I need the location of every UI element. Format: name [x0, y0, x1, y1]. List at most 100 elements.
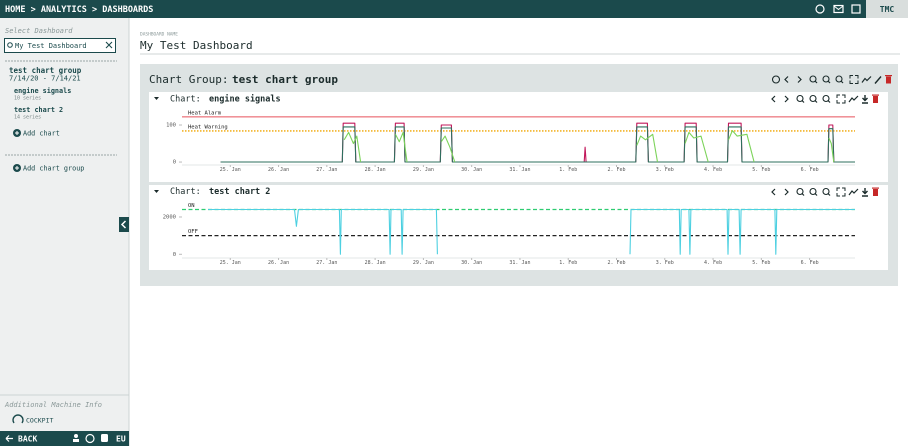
x-tick-label: 26. Jan — [268, 260, 289, 266]
delete-lid — [872, 94, 879, 96]
cockpit-icon — [12, 414, 24, 424]
machine-icon[interactable] — [101, 434, 108, 442]
zoom-icon[interactable] — [809, 94, 817, 103]
zoom-handle — [814, 80, 818, 84]
dashboard-name[interactable]: My Test Dashboard — [140, 39, 253, 52]
trend-icon[interactable] — [848, 188, 859, 196]
chart-prefix: Chart: — [170, 187, 201, 197]
delete-icon[interactable] — [886, 76, 891, 84]
download-icon[interactable] — [862, 188, 868, 197]
series-line — [220, 126, 855, 163]
help-icon[interactable] — [815, 4, 825, 14]
zoom-handle — [801, 193, 805, 196]
user-icon[interactable] — [74, 434, 78, 438]
group-dates: 7/14/20 - 7/14/21 — [9, 75, 81, 83]
fullscreen-icon[interactable] — [849, 75, 859, 84]
trend-icon[interactable] — [848, 95, 859, 103]
region[interactable]: EU — [116, 435, 126, 444]
next-icon[interactable] — [797, 76, 802, 83]
chart-card — [149, 92, 888, 182]
zoom-icon[interactable] — [796, 94, 804, 103]
cockpit[interactable]: COCKPIT — [26, 417, 53, 425]
back-arrow — [5, 435, 13, 442]
back[interactable]: BACK — [18, 435, 37, 444]
breadcrumb[interactable]: HOME > ANALYTICS > DASHBOARDS — [5, 5, 153, 15]
clear-icon[interactable] — [105, 41, 113, 49]
pause-icon[interactable] — [771, 75, 781, 84]
zoom-icon[interactable] — [822, 94, 830, 103]
x-tick-label: 31. Jan — [509, 167, 530, 173]
prev-icon[interactable] — [784, 76, 789, 83]
x-tick-label: 25. Jan — [220, 260, 241, 266]
series-line — [343, 130, 835, 163]
add-chart[interactable]: Add chart — [23, 130, 60, 138]
chart-prefix: Chart: — [170, 95, 201, 105]
zoom-handle — [840, 80, 844, 84]
zoom-icon[interactable] — [809, 75, 817, 83]
threshold-label: OFF — [188, 229, 198, 235]
next-icon[interactable] — [784, 188, 789, 196]
x-tick-label: 29. Jan — [413, 260, 434, 266]
x-tick-label: 29. Jan — [413, 167, 434, 173]
mail-flap — [833, 5, 844, 11]
group-prefix: Chart Group: — [149, 73, 228, 86]
collapse-arrow — [120, 220, 127, 229]
group-name[interactable]: test chart group — [9, 66, 82, 75]
search-box[interactable] — [4, 38, 116, 53]
zoom-handle — [814, 100, 818, 103]
zoom-icon[interactable] — [822, 187, 830, 196]
x-tick-label: 28. Jan — [365, 260, 386, 266]
x-tick-label: 26. Jan — [268, 167, 289, 173]
x-tick-label: 4. Feb — [704, 167, 722, 173]
x-tick-label: 27. Jan — [316, 167, 337, 173]
y-tick-label: 100 — [166, 123, 176, 129]
x-tick-label: 30. Jan — [461, 167, 482, 173]
collapse-caret[interactable] — [154, 97, 159, 100]
select-label: Select Dashboard — [5, 27, 73, 35]
user[interactable]: TMC — [880, 5, 895, 14]
x-tick-label: 2. Feb — [607, 167, 625, 173]
zoom-icon[interactable] — [809, 187, 817, 196]
search-value[interactable]: My Test Dashboard — [15, 42, 87, 50]
chart-link[interactable]: engine signals — [14, 87, 71, 95]
logout-icon[interactable] — [851, 4, 861, 14]
zoom-icon[interactable] — [822, 75, 830, 83]
x-tick-label: 28. Jan — [365, 167, 386, 173]
zoom-handle — [827, 100, 831, 103]
plus — [15, 131, 19, 135]
additional-info: Additional Machine Info — [4, 401, 102, 409]
sidebar — [0, 18, 129, 431]
delete-icon[interactable] — [873, 96, 878, 103]
x-tick-label: 31. Jan — [509, 260, 530, 266]
x-tick-label: 3. Feb — [656, 167, 674, 173]
x-tick-label: 30. Jan — [461, 260, 482, 266]
prev-icon[interactable] — [771, 188, 776, 196]
add-group[interactable]: Add chart group — [23, 165, 84, 173]
globe-icon[interactable] — [85, 433, 95, 444]
download-icon[interactable] — [862, 95, 868, 104]
series-count: 10 series — [14, 96, 41, 102]
fullscreen-icon[interactable] — [836, 94, 846, 104]
delete-lid — [885, 75, 892, 77]
dashboard-name-label: DASHBOARD NAME — [140, 32, 178, 38]
x-tick-label: 2. Feb — [607, 260, 625, 266]
zoom-icon[interactable] — [796, 187, 804, 196]
edit-icon[interactable] — [874, 76, 882, 84]
next-icon[interactable] — [784, 95, 789, 103]
collapse-caret[interactable] — [154, 190, 159, 193]
delete-icon[interactable] — [873, 189, 878, 196]
collapse-tab[interactable] — [119, 217, 129, 232]
zoom-handle — [801, 100, 805, 103]
zoom-icon[interactable] — [835, 75, 843, 83]
prev-icon[interactable] — [771, 95, 776, 103]
fullscreen-icon[interactable] — [836, 187, 846, 197]
zoom-handle — [827, 80, 831, 84]
x-tick-label: 6. Feb — [801, 260, 819, 266]
bottom-bar — [0, 431, 129, 446]
trend-icon[interactable] — [861, 76, 872, 83]
mail-icon[interactable] — [833, 4, 844, 14]
chart-link[interactable]: test chart 2 — [14, 106, 63, 114]
user-box[interactable] — [866, 0, 908, 18]
